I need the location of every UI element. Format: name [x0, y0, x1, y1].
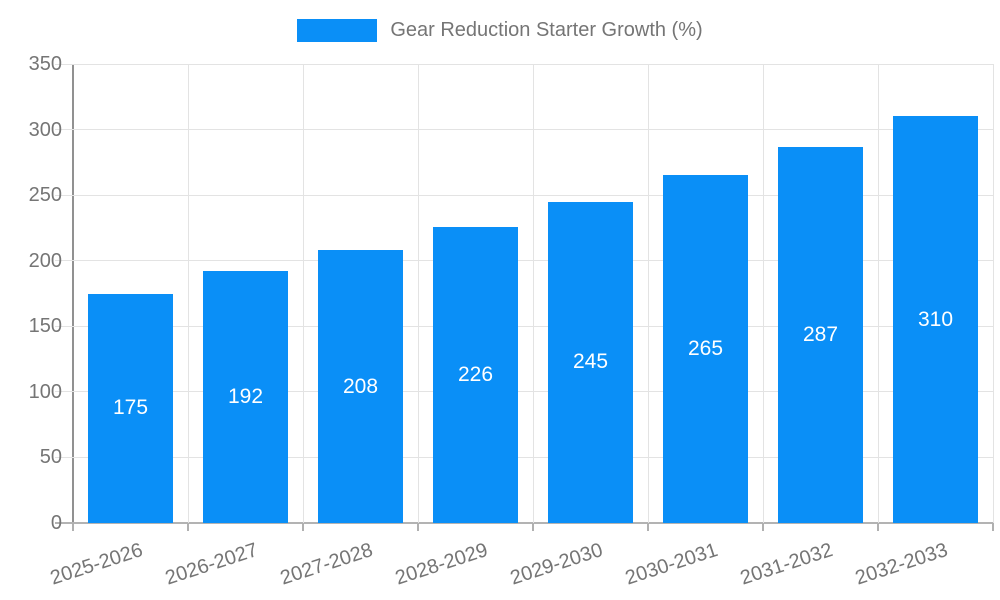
gridline-v: [762, 64, 764, 523]
x-tick-label: 2030-2031: [622, 539, 721, 590]
gridline-v: [417, 64, 419, 523]
legend-label: Gear Reduction Starter Growth (%): [390, 19, 703, 41]
gridline-v: [992, 64, 994, 523]
bar-value-label: 245: [572, 350, 609, 374]
y-tick-label: 200: [28, 249, 62, 272]
x-tick-mark: [647, 523, 649, 531]
bar: [663, 175, 748, 523]
x-tick-mark: [877, 523, 879, 531]
y-tick-label: 0: [50, 512, 62, 534]
x-tick-mark: [532, 523, 534, 531]
y-tick-label: 150: [28, 315, 62, 338]
gridline-v: [302, 64, 304, 523]
x-tick-mark: [72, 523, 74, 531]
gridline-h: [55, 325, 993, 327]
gridline-h: [55, 129, 993, 131]
y-tick-label: 50: [39, 446, 62, 469]
bar-value-label: 175: [112, 396, 149, 420]
legend-swatch: [297, 19, 378, 42]
x-tick-mark: [992, 523, 994, 531]
bar-value-label: 310: [917, 307, 954, 331]
bar: [318, 250, 403, 523]
y-tick-label: 250: [28, 184, 62, 207]
x-tick-mark: [762, 523, 764, 531]
gridline-h: [55, 260, 993, 262]
y-tick-label: 300: [28, 118, 62, 141]
x-tick-label: 2032-2033: [852, 539, 951, 590]
y-tick-label: 350: [28, 53, 62, 75]
gridline-v: [647, 64, 649, 523]
x-tick-label: 2029-2030: [507, 539, 606, 590]
bar: [548, 201, 633, 523]
gridline-h: [55, 456, 993, 458]
gridline-h: [55, 194, 993, 196]
gridline-v: [532, 64, 534, 523]
x-axis-baseline: [55, 522, 993, 524]
bar-value-label: 208: [342, 374, 379, 398]
bar: [203, 271, 288, 523]
bar: [778, 146, 863, 523]
bar: [88, 293, 173, 523]
gridline-h: [55, 63, 993, 65]
bar-value-label: 192: [227, 385, 264, 409]
x-tick-label: 2028-2029: [392, 539, 491, 590]
x-tick-label: 2026-2027: [162, 539, 261, 590]
x-tick-mark: [302, 523, 304, 531]
x-tick-label: 2027-2028: [277, 539, 376, 590]
x-tick-mark: [417, 523, 419, 531]
chart-legend: Gear Reduction Starter Growth (%): [0, 19, 1000, 42]
gridline-h: [55, 391, 993, 393]
y-tick-label: 100: [28, 380, 62, 403]
x-tick-mark: [187, 523, 189, 531]
gridline-v: [187, 64, 189, 523]
bar-value-label: 287: [802, 322, 839, 346]
bar-value-label: 226: [457, 362, 494, 386]
x-tick-label: 2031-2032: [737, 539, 836, 590]
y-axis-line: [72, 64, 74, 523]
bar-value-label: 265: [687, 337, 724, 361]
x-tick-label: 2025-2026: [47, 539, 146, 590]
bar: [893, 116, 978, 523]
bar: [433, 226, 518, 523]
gridline-v: [877, 64, 879, 523]
